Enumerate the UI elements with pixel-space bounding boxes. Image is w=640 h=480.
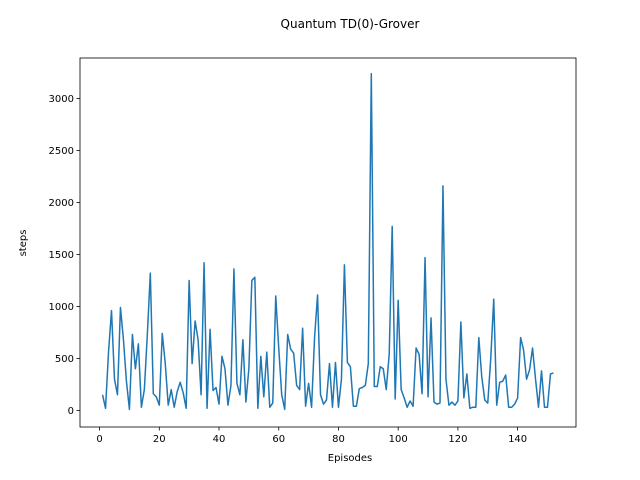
- y-tick-label: 1000: [49, 302, 74, 313]
- y-tick-label: 2000: [49, 198, 74, 209]
- x-tick-label: 80: [332, 434, 345, 445]
- y-tick-label: 2500: [49, 146, 74, 157]
- chart-title: Quantum TD(0)-Grover: [281, 17, 420, 31]
- y-tick-label: 3000: [49, 94, 74, 105]
- y-axis-label: steps: [18, 230, 29, 257]
- y-tick-label: 1500: [49, 250, 74, 261]
- x-tick-label: 100: [389, 434, 408, 445]
- x-axis: 0 20 40 60 80 100 120 140: [96, 427, 527, 445]
- plot-area: [101, 72, 554, 411]
- y-tick-label: 0: [68, 406, 74, 417]
- plot-frame: [79, 57, 577, 428]
- x-axis-label: Episodes: [328, 453, 372, 464]
- x-tick-label: 0: [96, 434, 102, 445]
- x-tick-label: 120: [448, 434, 467, 445]
- y-tick-label: 500: [55, 354, 74, 365]
- x-tick-label: 40: [213, 434, 226, 445]
- x-tick-label: 20: [153, 434, 166, 445]
- y-axis: 0 500 1000 1500 2000 2500 3000: [49, 94, 80, 417]
- x-tick-label: 140: [508, 434, 527, 445]
- x-tick-label: 60: [272, 434, 285, 445]
- series-line-0: [101, 72, 554, 411]
